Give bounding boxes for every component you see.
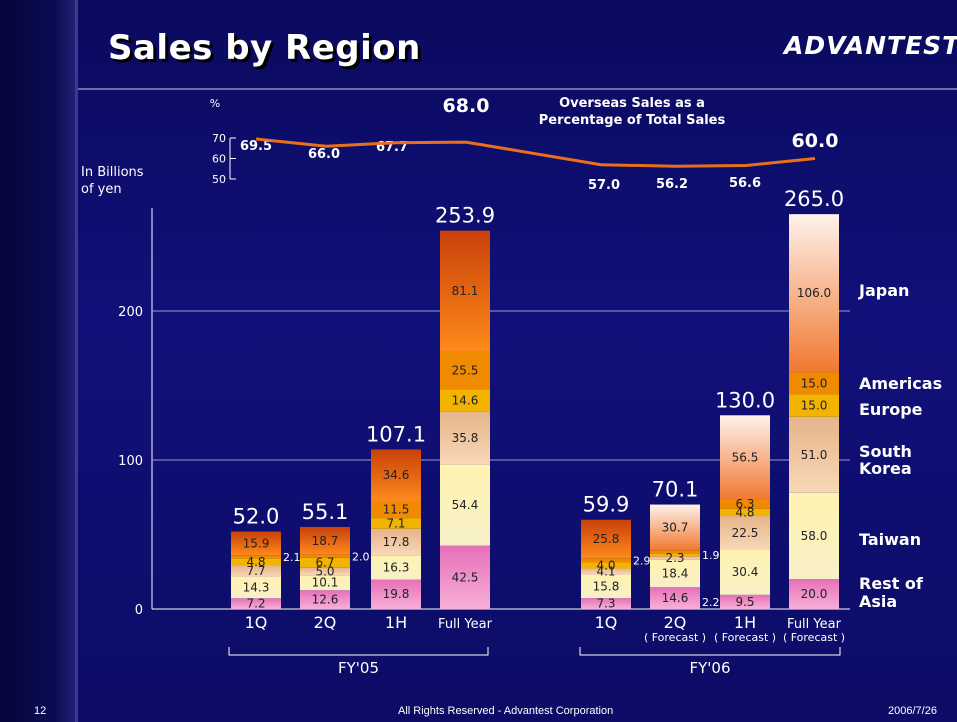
segment-value-label: 18.4: [662, 567, 689, 581]
segment-value-label: 2.2: [702, 596, 720, 609]
x-category-label: 1Q: [595, 613, 618, 632]
x-category-label: 1H: [385, 613, 407, 632]
segment-value-label: 20.0: [801, 587, 828, 601]
segment-value-label: 42.5: [452, 570, 479, 584]
segment-value-label: 14.6: [662, 591, 689, 605]
footer-date: 2006/7/26: [888, 705, 937, 717]
segment-value-label: 12.6: [312, 593, 339, 607]
segment-value-label: 19.8: [383, 587, 410, 601]
y-tick-label: 200: [118, 305, 143, 320]
group-bracket: [229, 647, 488, 655]
segment-value-label: 22.5: [732, 526, 759, 540]
segment-value-label: 18.7: [312, 534, 339, 548]
overseas-value-label: 56.6: [729, 176, 761, 191]
overseas-chart-title: Overseas Sales as a: [559, 96, 705, 111]
legend-label: Taiwan: [859, 530, 921, 549]
segment-value-label: 17.8: [383, 535, 410, 549]
group-bracket: [580, 647, 840, 655]
segment-value-label: 106.0: [797, 286, 831, 300]
segment-value-label: 81.1: [452, 284, 479, 298]
segment-value-label: 16.3: [383, 560, 410, 574]
segment-value-label: 6.7: [315, 556, 334, 570]
legend-label: Rest of: [859, 574, 924, 593]
forecast-label: ( Forecast ): [783, 631, 845, 644]
group-label: FY'05: [338, 659, 379, 677]
forecast-label: ( Forecast ): [644, 631, 706, 644]
overseas-value-label: 57.0: [588, 178, 620, 193]
segment-value-label: 2.0: [352, 550, 370, 563]
segment-value-label: 2.1: [283, 551, 301, 564]
x-category-label: 2Q: [314, 613, 337, 632]
overseas-value-label: 56.2: [656, 177, 688, 192]
segment-value-label: 4.0: [596, 558, 615, 572]
segment-value-label: 2.3: [665, 551, 684, 565]
segment-value-label: 58.0: [801, 529, 828, 543]
legend-label: Americas: [859, 374, 942, 393]
overseas-y-tick-label: 50: [212, 173, 226, 186]
bar-total-label: 59.9: [583, 493, 630, 517]
bar-total-label: 130.0: [715, 388, 775, 412]
group-label: FY'06: [689, 659, 730, 677]
overseas-unit-label: %: [210, 97, 220, 110]
y-tick-label: 100: [118, 454, 143, 469]
segment-value-label: 6.3: [735, 497, 754, 511]
legend-label: Korea: [859, 459, 912, 478]
bar-total-label: 70.1: [652, 478, 699, 502]
y-axis-label: of yen: [81, 182, 122, 197]
overseas-value-label: 68.0: [443, 95, 490, 117]
x-category-label: Full Year: [787, 617, 842, 632]
segment-value-label: 11.5: [383, 503, 410, 517]
legend-label: Europe: [859, 400, 923, 419]
legend-label: Japan: [858, 281, 909, 300]
copyright-text: All Rights Reserved - Advantest Corporat…: [398, 705, 613, 717]
segment-value-label: 56.5: [732, 450, 759, 464]
x-category-label: 1H: [734, 613, 756, 632]
x-category-label: Full Year: [438, 617, 493, 632]
segment-value-label: 1.9: [702, 549, 720, 562]
segment-value-label: 2.9: [633, 554, 651, 567]
bar-total-label: 253.9: [435, 204, 495, 228]
bar-total-label: 55.1: [302, 500, 349, 524]
overseas-y-tick-label: 60: [212, 153, 226, 166]
segment-value-label: 14.3: [243, 581, 270, 595]
x-category-label: 2Q: [664, 613, 687, 632]
overseas-value-label: 66.0: [308, 147, 340, 162]
forecast-label: ( Forecast ): [714, 631, 776, 644]
segment-value-label: 15.0: [801, 399, 828, 413]
bar-total-label: 107.1: [366, 422, 426, 446]
segment-value-label: 15.8: [593, 579, 620, 593]
legend-label: Asia: [859, 592, 897, 611]
y-axis-label: In Billions: [81, 165, 144, 180]
bar-total-label: 52.0: [233, 505, 280, 529]
y-tick-label: 0: [135, 603, 143, 618]
overseas-value-label: 60.0: [792, 130, 839, 152]
segment-value-label: 25.8: [593, 532, 620, 546]
segment-value-label: 30.7: [662, 520, 689, 534]
overseas-y-tick-label: 70: [212, 132, 226, 145]
overseas-chart-title: Percentage of Total Sales: [539, 113, 726, 128]
x-category-label: 1Q: [245, 613, 268, 632]
segment-value-label: 25.5: [452, 364, 479, 378]
segment-value-label: 15.0: [801, 376, 828, 390]
segment-value-label: 15.9: [243, 536, 270, 550]
segment-value-label: 51.0: [801, 448, 828, 462]
segment-value-label: 7.3: [596, 597, 615, 611]
segment-value-label: 7.2: [246, 597, 265, 611]
segment-value-label: 4.8: [246, 555, 265, 569]
segment-value-label: 30.4: [732, 565, 759, 579]
segment-value-label: 9.5: [735, 595, 754, 609]
segment-value-label: 54.4: [452, 498, 479, 512]
bar-total-label: 265.0: [784, 187, 844, 211]
page-number: 12: [34, 705, 46, 717]
segment-value-label: 7.1: [386, 516, 405, 530]
segment-value-label: 14.6: [452, 393, 479, 407]
segment-value-label: 34.6: [383, 468, 410, 482]
segment-value-label: 35.8: [452, 431, 479, 445]
